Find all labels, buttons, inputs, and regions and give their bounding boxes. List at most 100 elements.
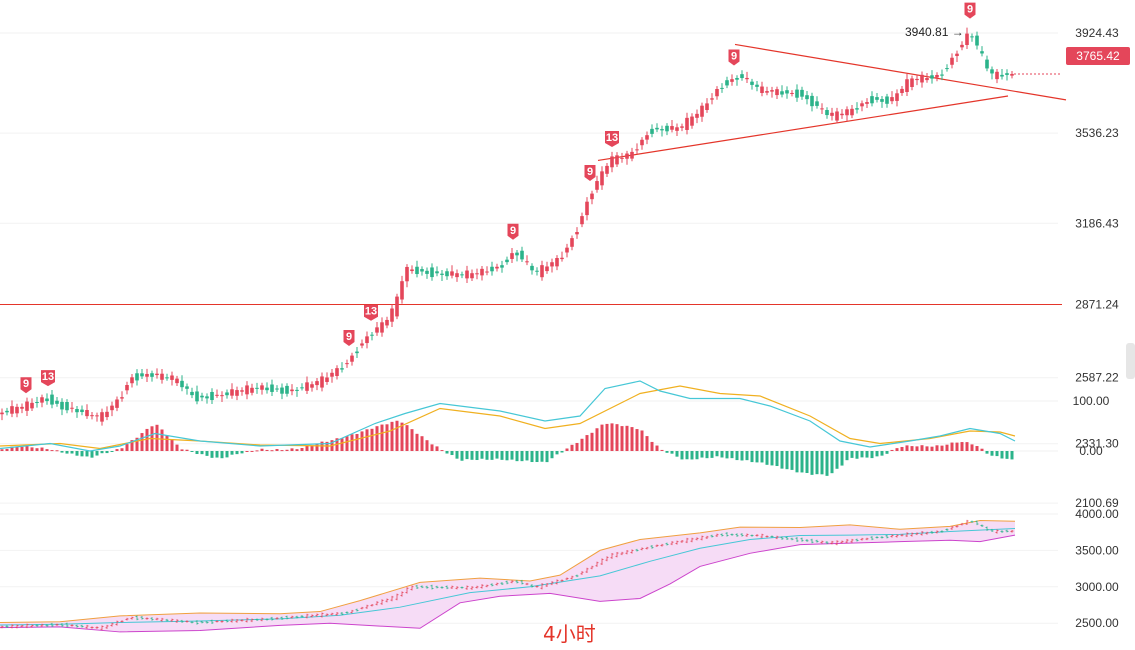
macd-histogram-bar: [820, 451, 824, 475]
candle-body: [760, 86, 764, 94]
macd-histogram-bar: [265, 449, 269, 451]
candle-body: [325, 377, 329, 382]
macd-histogram-bar: [100, 451, 104, 454]
macd-histogram-bar: [450, 451, 454, 456]
candle-body: [285, 385, 289, 394]
macd-histogram-bar: [725, 451, 729, 459]
boll-axis-tick: 2500.00: [1075, 616, 1119, 630]
macd-histogram-bar: [675, 451, 679, 457]
macd-histogram-bar: [515, 451, 519, 462]
macd-histogram-bar: [685, 451, 689, 460]
macd-histogram-bar: [995, 451, 999, 457]
macd-histogram-bar: [845, 451, 849, 461]
macd-histogram-bar: [305, 445, 309, 451]
candle-body: [660, 129, 664, 131]
candle-body: [750, 81, 754, 85]
macd-histogram-bar: [755, 451, 759, 463]
candle-body: [805, 95, 809, 100]
macd-histogram-bar: [960, 442, 964, 451]
macd-dea-line: [0, 385, 1016, 450]
candle-body: [715, 89, 719, 97]
macd-histogram-bar: [80, 451, 84, 457]
macd-histogram-bar: [405, 425, 409, 451]
candle-body: [0, 412, 4, 415]
candle-body: [275, 388, 279, 390]
candle-body: [965, 33, 969, 46]
macd-histogram-bar: [155, 424, 159, 451]
candle-body: [180, 380, 184, 388]
candle-body: [145, 373, 149, 377]
macd-histogram-bar: [55, 450, 59, 452]
candle-body: [320, 376, 324, 388]
candle-body: [230, 389, 234, 396]
td-marker-label: 9: [23, 378, 29, 390]
candle-body: [520, 250, 524, 260]
candle-body: [120, 397, 124, 399]
macd-histogram-bar: [670, 451, 674, 454]
macd-histogram-bar: [215, 451, 219, 458]
td-marker-label: 9: [510, 225, 516, 237]
candle-body: [335, 368, 339, 376]
candle-body: [295, 389, 299, 391]
macd-histogram-bar: [590, 432, 594, 451]
macd-histogram-bar: [45, 449, 49, 451]
candle-body: [380, 322, 384, 333]
macd-histogram-bar: [270, 450, 274, 452]
macd-histogram-bar: [445, 451, 449, 454]
macd-histogram-bar: [460, 451, 464, 461]
macd-histogram-bar: [105, 451, 109, 454]
macd-histogram-bar: [560, 451, 564, 453]
macd-histogram-bar: [255, 450, 259, 452]
macd-histogram-bar: [25, 445, 29, 451]
candle-body: [70, 407, 74, 409]
candle-body: [590, 193, 594, 200]
last-price-tag: 3765.42: [1066, 47, 1130, 65]
candle-body: [515, 252, 519, 256]
candle-body: [185, 386, 189, 389]
macd-histogram-bar: [465, 451, 469, 460]
candle-body: [400, 281, 404, 300]
macd-histogram-bar: [815, 451, 819, 475]
boll-upper-band: [0, 520, 1016, 623]
scrollbar-handle[interactable]: [1126, 343, 1135, 379]
candle-body: [930, 75, 934, 79]
macd-histogram-bar: [645, 436, 649, 451]
candle-body: [850, 108, 854, 116]
candle-body: [455, 273, 459, 278]
candle-body: [530, 265, 534, 271]
candle-body: [360, 343, 364, 346]
price-axis-tick: 3924.43: [1075, 26, 1119, 40]
candle-body: [340, 368, 344, 370]
macd-histogram-bar: [455, 451, 459, 459]
macd-histogram-bar: [220, 451, 224, 459]
candle-body: [720, 87, 724, 89]
macd-histogram-bar: [980, 448, 984, 451]
price-axis-tick: 3186.43: [1075, 216, 1119, 230]
macd-histogram-bar: [695, 451, 699, 460]
macd-histogram-bar: [630, 427, 634, 451]
macd-histogram-bar: [665, 451, 669, 453]
macd-histogram-bar: [880, 451, 884, 456]
candle-body: [730, 79, 734, 82]
candle-body: [435, 271, 439, 274]
candle-body: [855, 108, 859, 110]
candle-body: [905, 79, 909, 93]
macd-histogram-bar: [950, 442, 954, 451]
candle-body: [800, 89, 804, 97]
boll-axis-tick: 3500.00: [1075, 543, 1119, 557]
candle-body: [865, 102, 869, 104]
candle-body: [125, 385, 129, 391]
candle-body: [90, 415, 94, 417]
candle-body: [840, 113, 844, 116]
candle-body: [265, 387, 269, 391]
macd-histogram-bar: [895, 448, 899, 451]
macd-histogram-bar: [375, 426, 379, 451]
candle-body: [330, 372, 334, 377]
macd-histogram-bar: [430, 444, 434, 451]
candle-body: [425, 270, 429, 274]
macd-histogram-bar: [520, 451, 524, 462]
macd-histogram-bar: [415, 433, 419, 451]
macd-histogram-bar: [5, 448, 9, 451]
candle-body: [35, 402, 39, 404]
candle-body: [535, 270, 539, 272]
